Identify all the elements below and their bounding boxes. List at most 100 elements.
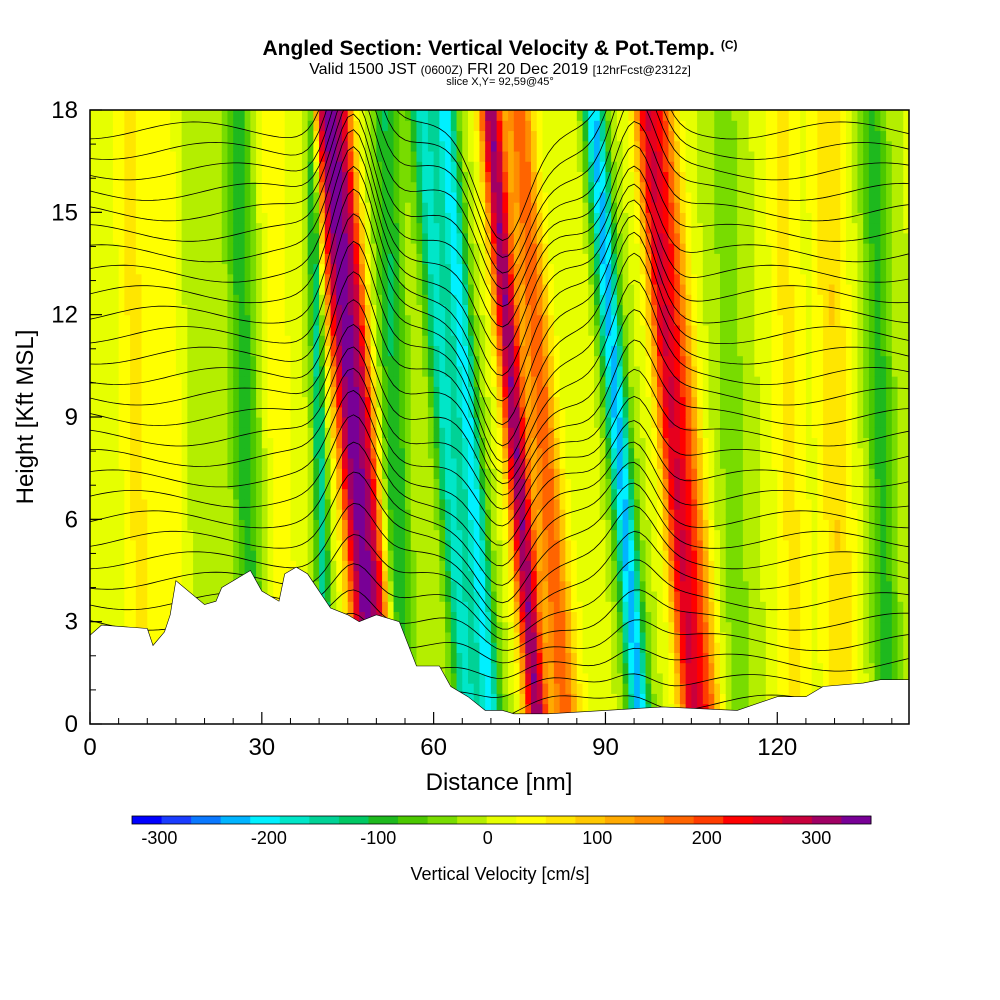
velocity-cell (227, 406, 234, 418)
velocity-cell (307, 468, 314, 479)
velocity-cell (370, 560, 377, 572)
velocity-cell (330, 161, 337, 172)
velocity-cell (376, 130, 383, 142)
velocity-cell (382, 519, 389, 531)
velocity-cell (210, 488, 217, 500)
velocity-cell (450, 611, 458, 623)
velocity-cell (405, 457, 412, 469)
velocity-cell (147, 611, 154, 623)
velocity-cell (284, 386, 292, 398)
velocity-cell (330, 488, 337, 500)
velocity-cell (250, 263, 257, 275)
velocity-cell (221, 222, 229, 234)
velocity-cell (164, 273, 171, 285)
velocity-cell (525, 652, 532, 664)
velocity-cell (181, 294, 188, 306)
velocity-cell (90, 417, 97, 428)
velocity-cell (256, 406, 263, 418)
velocity-cell (141, 335, 148, 346)
velocity-cell (233, 550, 240, 561)
velocity-cell (525, 376, 532, 387)
velocity-cell (490, 376, 498, 387)
velocity-cell (250, 345, 257, 357)
velocity-cell (427, 150, 435, 162)
velocity-cell (427, 120, 435, 132)
velocity-cell (153, 427, 160, 439)
velocity-cell (525, 488, 532, 500)
velocity-cell (204, 386, 211, 398)
velocity-cell (502, 703, 509, 715)
velocity-cell (473, 509, 481, 520)
velocity-cell (422, 468, 429, 479)
velocity-cell (490, 478, 498, 490)
velocity-cell (359, 519, 366, 531)
velocity-cell (387, 263, 395, 275)
velocity-cell (399, 294, 406, 306)
velocity-cell (284, 243, 292, 254)
velocity-cell (370, 478, 377, 490)
velocity-cell (164, 437, 171, 449)
velocity-cell (112, 243, 120, 254)
velocity-cell (135, 253, 143, 265)
velocity-cell (502, 427, 509, 439)
velocity-cell (216, 509, 223, 520)
velocity-cell (227, 120, 234, 132)
velocity-cell (296, 222, 303, 234)
velocity-cell (490, 130, 498, 142)
velocity-cell (216, 130, 223, 142)
velocity-cell (399, 120, 406, 132)
velocity-cell (324, 519, 332, 531)
velocity-cell (496, 283, 503, 295)
velocity-cell (427, 468, 435, 479)
velocity-cell (387, 232, 395, 244)
velocity-cell (118, 427, 125, 439)
velocity-cell (221, 212, 229, 224)
velocity-cell (290, 150, 297, 162)
velocity-cell (307, 498, 314, 510)
velocity-cell (90, 191, 97, 203)
velocity-cell (485, 161, 492, 172)
velocity-cell (141, 243, 148, 254)
velocity-cell (433, 335, 440, 346)
velocity-cell (519, 580, 526, 592)
velocity-cell (445, 181, 452, 193)
velocity-cell (238, 406, 246, 418)
velocity-cell (112, 324, 120, 336)
velocity-cell (95, 396, 103, 408)
velocity-cell (175, 171, 183, 183)
velocity-cell (147, 335, 154, 346)
velocity-cell (416, 232, 423, 244)
velocity-cell (427, 580, 435, 592)
velocity-cell (422, 243, 429, 254)
velocity-cell (238, 273, 246, 285)
velocity-cell (353, 590, 360, 602)
velocity-cell (181, 150, 188, 162)
velocity-cell (238, 304, 246, 316)
velocity-cell (531, 550, 538, 561)
velocity-cell (135, 396, 143, 408)
velocity-cell (433, 488, 440, 500)
velocity-cell (536, 386, 544, 398)
velocity-cell (330, 539, 337, 551)
velocity-cell (296, 396, 303, 408)
velocity-cell (422, 376, 429, 387)
velocity-cell (450, 110, 458, 121)
velocity-cell (301, 529, 309, 541)
velocity-cell (130, 437, 137, 449)
velocity-cell (559, 191, 566, 203)
velocity-cell (141, 283, 148, 295)
velocity-cell (101, 406, 108, 418)
velocity-cell (124, 590, 131, 602)
velocity-cell (439, 130, 446, 142)
velocity-cell (445, 386, 452, 398)
velocity-cell (536, 324, 544, 336)
velocity-cell (107, 212, 114, 224)
velocity-cell (553, 611, 561, 623)
velocity-cell (204, 294, 211, 306)
velocity-cell (496, 253, 503, 265)
velocity-cell (513, 396, 521, 408)
velocity-cell (336, 560, 343, 572)
velocity-cell (175, 488, 183, 500)
velocity-cell (135, 468, 143, 479)
velocity-cell (101, 212, 108, 224)
